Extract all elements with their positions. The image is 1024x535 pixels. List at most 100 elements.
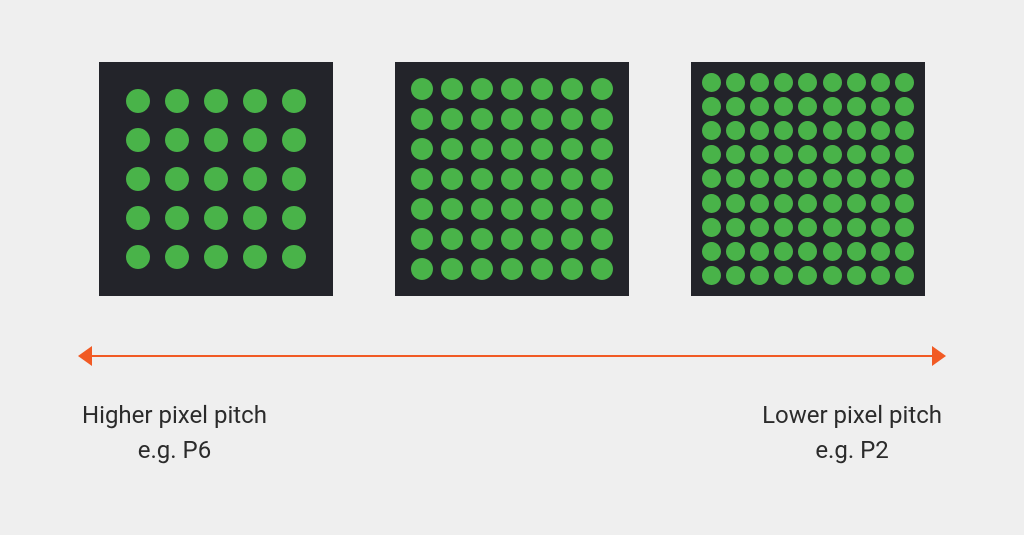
dot-grid: [407, 74, 617, 284]
led-dot: [243, 128, 267, 152]
led-dot: [895, 266, 914, 285]
led-dot: [871, 266, 890, 285]
label-line: e.g. P2: [762, 433, 942, 468]
led-dot: [411, 108, 433, 130]
led-dot: [823, 169, 842, 188]
led-dot: [774, 97, 793, 116]
led-dot: [126, 167, 150, 191]
led-dot: [847, 73, 866, 92]
led-dot: [471, 78, 493, 100]
led-dot: [471, 228, 493, 250]
led-dot: [501, 198, 523, 220]
led-dot: [702, 242, 721, 261]
led-dot: [750, 194, 769, 213]
led-dot: [204, 167, 228, 191]
led-dot: [774, 145, 793, 164]
led-dot: [750, 266, 769, 285]
led-dot: [282, 245, 306, 269]
label-line: Lower pixel pitch: [762, 398, 942, 433]
led-dot: [726, 121, 745, 140]
led-dot: [895, 145, 914, 164]
led-dot: [702, 97, 721, 116]
led-dot: [501, 168, 523, 190]
led-dot: [561, 198, 583, 220]
led-dot: [774, 194, 793, 213]
led-dot: [411, 168, 433, 190]
led-dot: [702, 73, 721, 92]
led-dot: [702, 266, 721, 285]
led-dot: [750, 169, 769, 188]
led-dot: [895, 169, 914, 188]
led-dot: [823, 266, 842, 285]
led-dot: [774, 266, 793, 285]
led-dot: [471, 258, 493, 280]
led-dot: [243, 167, 267, 191]
led-dot: [871, 97, 890, 116]
led-dot: [411, 78, 433, 100]
led-dot: [871, 121, 890, 140]
led-dot: [501, 258, 523, 280]
led-dot: [847, 97, 866, 116]
led-dot: [501, 78, 523, 100]
led-dot: [823, 73, 842, 92]
led-dot: [702, 121, 721, 140]
led-dot: [871, 242, 890, 261]
led-dot: [702, 169, 721, 188]
led-dot: [531, 258, 553, 280]
led-dot: [531, 198, 553, 220]
led-dot: [823, 218, 842, 237]
led-panel-2: [395, 62, 629, 296]
led-dot: [895, 218, 914, 237]
arrow-head-right-icon: [932, 346, 946, 366]
led-dot: [798, 97, 817, 116]
led-dot: [561, 138, 583, 160]
led-dot: [531, 78, 553, 100]
label-lower-pitch: Lower pixel pitch e.g. P2: [762, 398, 942, 468]
led-dot: [702, 194, 721, 213]
led-dot: [243, 245, 267, 269]
led-dot: [441, 108, 463, 130]
led-dot: [471, 138, 493, 160]
led-dot: [165, 167, 189, 191]
led-dot: [798, 194, 817, 213]
led-dot: [774, 242, 793, 261]
led-dot: [798, 218, 817, 237]
led-dot: [726, 194, 745, 213]
led-dot: [750, 121, 769, 140]
led-dot: [750, 218, 769, 237]
led-panels-row: [0, 62, 1024, 296]
led-dot: [774, 121, 793, 140]
led-dot: [895, 73, 914, 92]
led-dot: [798, 169, 817, 188]
led-dot: [895, 194, 914, 213]
led-dot: [282, 128, 306, 152]
led-dot: [774, 73, 793, 92]
led-dot: [750, 97, 769, 116]
led-dot: [750, 145, 769, 164]
led-dot: [441, 228, 463, 250]
led-dot: [726, 97, 745, 116]
led-dot: [165, 128, 189, 152]
led-dot: [726, 169, 745, 188]
led-dot: [871, 145, 890, 164]
led-dot: [561, 258, 583, 280]
dot-grid: [699, 70, 917, 288]
led-dot: [823, 97, 842, 116]
led-dot: [798, 242, 817, 261]
led-dot: [726, 145, 745, 164]
dot-grid: [119, 82, 313, 276]
led-dot: [471, 198, 493, 220]
label-line: e.g. P6: [82, 433, 267, 468]
led-dot: [204, 89, 228, 113]
led-dot: [847, 218, 866, 237]
range-arrow: [82, 346, 942, 366]
led-dot: [798, 73, 817, 92]
led-dot: [871, 169, 890, 188]
led-dot: [501, 108, 523, 130]
led-dot: [282, 89, 306, 113]
led-dot: [591, 228, 613, 250]
led-dot: [702, 145, 721, 164]
led-dot: [126, 89, 150, 113]
led-dot: [204, 206, 228, 230]
led-dot: [126, 245, 150, 269]
